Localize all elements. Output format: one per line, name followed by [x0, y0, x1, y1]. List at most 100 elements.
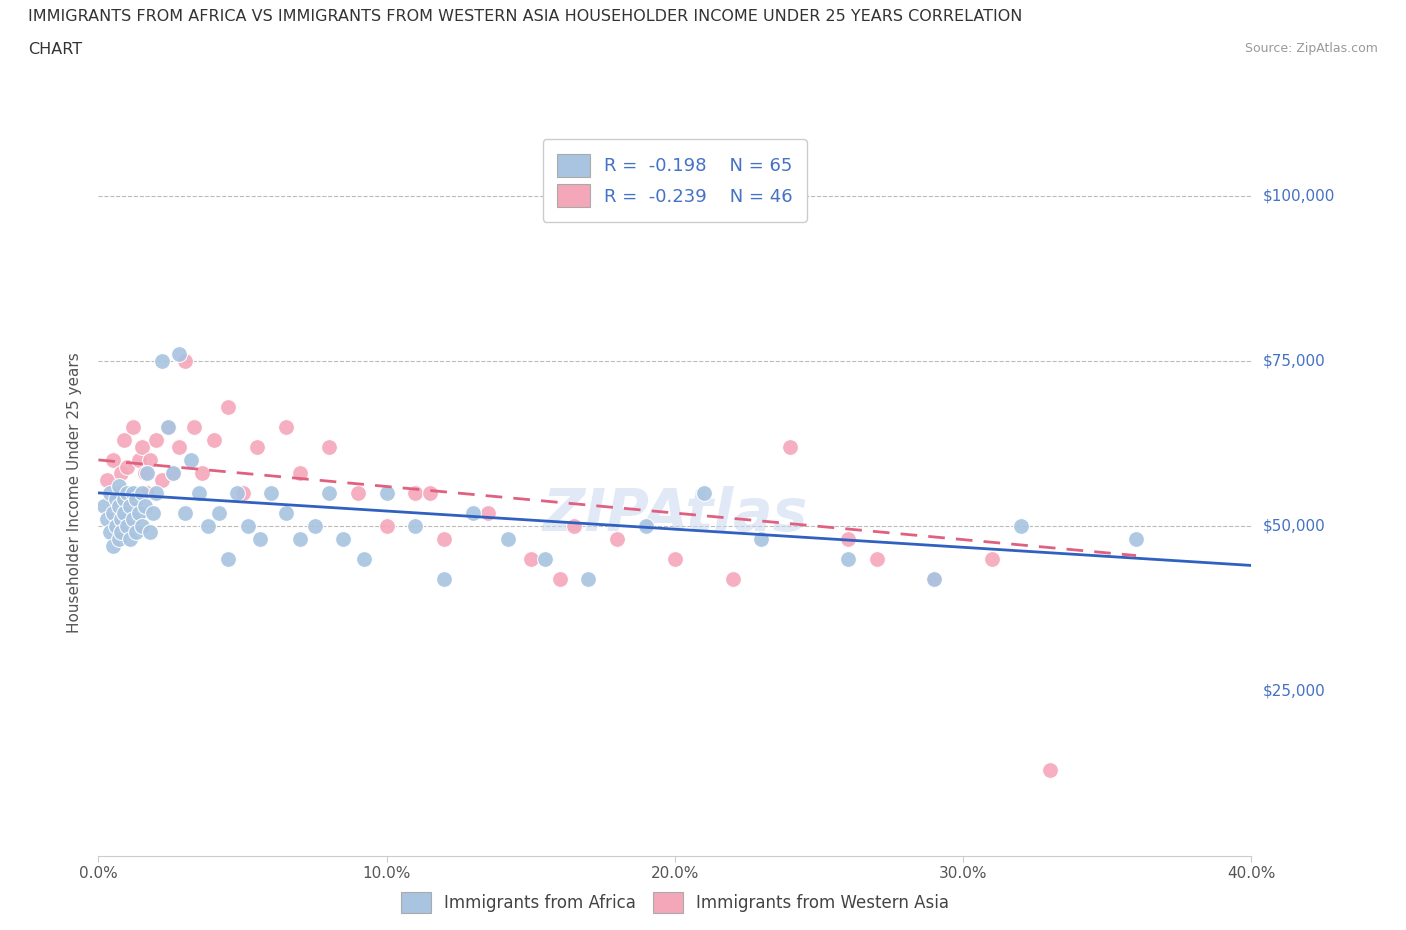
Point — [150, 472, 173, 487]
Point — [249, 532, 271, 547]
Point — [162, 466, 184, 481]
Point — [433, 532, 456, 547]
Point — [433, 571, 456, 586]
Point — [167, 439, 190, 454]
Point — [131, 518, 153, 533]
Y-axis label: Householder Income Under 25 years: Householder Income Under 25 years — [67, 352, 83, 633]
Point — [125, 525, 148, 540]
Point — [117, 518, 138, 533]
Point — [122, 485, 145, 500]
Point — [304, 518, 326, 533]
Point — [93, 498, 115, 513]
Point — [578, 571, 600, 586]
Point — [139, 525, 162, 540]
Point — [1010, 518, 1032, 533]
Point — [104, 518, 127, 533]
Point — [1125, 532, 1147, 547]
Point — [290, 532, 312, 547]
Point — [197, 518, 219, 533]
Point — [162, 466, 184, 481]
Point — [183, 419, 205, 434]
Point — [274, 419, 297, 434]
Point — [98, 525, 121, 540]
Point — [779, 439, 801, 454]
Point — [110, 525, 132, 540]
Point — [96, 512, 118, 526]
Point — [217, 551, 239, 566]
Point — [142, 505, 165, 520]
Point — [217, 400, 239, 415]
Point — [606, 532, 628, 547]
Point — [318, 485, 340, 500]
Point — [866, 551, 889, 566]
Point — [837, 551, 859, 566]
Point — [562, 518, 585, 533]
Point — [837, 532, 859, 547]
Text: $50,000: $50,000 — [1263, 518, 1326, 534]
Point — [128, 505, 150, 520]
Point — [260, 485, 283, 500]
Text: $75,000: $75,000 — [1263, 353, 1326, 368]
Point — [318, 439, 340, 454]
Point — [534, 551, 557, 566]
Point — [664, 551, 686, 566]
Point — [134, 498, 156, 513]
Point — [122, 419, 145, 434]
Point — [208, 505, 231, 520]
Point — [191, 466, 214, 481]
Point — [274, 505, 297, 520]
Point — [101, 505, 124, 520]
Point — [636, 518, 658, 533]
Point — [231, 485, 254, 500]
Point — [145, 432, 167, 447]
Point — [145, 485, 167, 500]
Point — [107, 485, 129, 500]
Point — [346, 485, 368, 500]
Point — [548, 571, 571, 586]
Text: IMMIGRANTS FROM AFRICA VS IMMIGRANTS FROM WESTERN ASIA HOUSEHOLDER INCOME UNDER : IMMIGRANTS FROM AFRICA VS IMMIGRANTS FRO… — [28, 9, 1022, 24]
Point — [107, 479, 129, 494]
Point — [246, 439, 269, 454]
Point — [721, 571, 744, 586]
Point — [225, 485, 247, 500]
Point — [922, 571, 945, 586]
Point — [156, 419, 179, 434]
Point — [122, 512, 145, 526]
Point — [751, 532, 773, 547]
Point — [134, 466, 156, 481]
Point — [112, 492, 135, 507]
Point — [693, 485, 716, 500]
Point — [332, 532, 354, 547]
Point — [496, 532, 519, 547]
Point — [112, 432, 135, 447]
Point — [139, 453, 162, 468]
Point — [419, 485, 441, 500]
Text: $25,000: $25,000 — [1263, 684, 1326, 698]
Point — [202, 432, 225, 447]
Point — [112, 505, 135, 520]
Point — [981, 551, 1004, 566]
Point — [136, 466, 159, 481]
Point — [128, 453, 150, 468]
Text: $100,000: $100,000 — [1263, 189, 1336, 204]
Point — [131, 439, 153, 454]
Point — [405, 518, 427, 533]
Point — [117, 459, 138, 474]
Point — [110, 466, 132, 481]
Point — [98, 485, 121, 500]
Point — [174, 505, 197, 520]
Point — [167, 347, 190, 362]
Legend: Immigrants from Africa, Immigrants from Western Asia: Immigrants from Africa, Immigrants from … — [394, 885, 956, 920]
Point — [238, 518, 260, 533]
Point — [101, 538, 124, 553]
Point — [375, 518, 398, 533]
Point — [120, 532, 142, 547]
Point — [290, 466, 312, 481]
Text: CHART: CHART — [28, 42, 82, 57]
Point — [107, 498, 129, 513]
Point — [1038, 763, 1062, 777]
Point — [520, 551, 543, 566]
Point — [101, 453, 124, 468]
Text: Source: ZipAtlas.com: Source: ZipAtlas.com — [1244, 42, 1378, 55]
Point — [461, 505, 484, 520]
